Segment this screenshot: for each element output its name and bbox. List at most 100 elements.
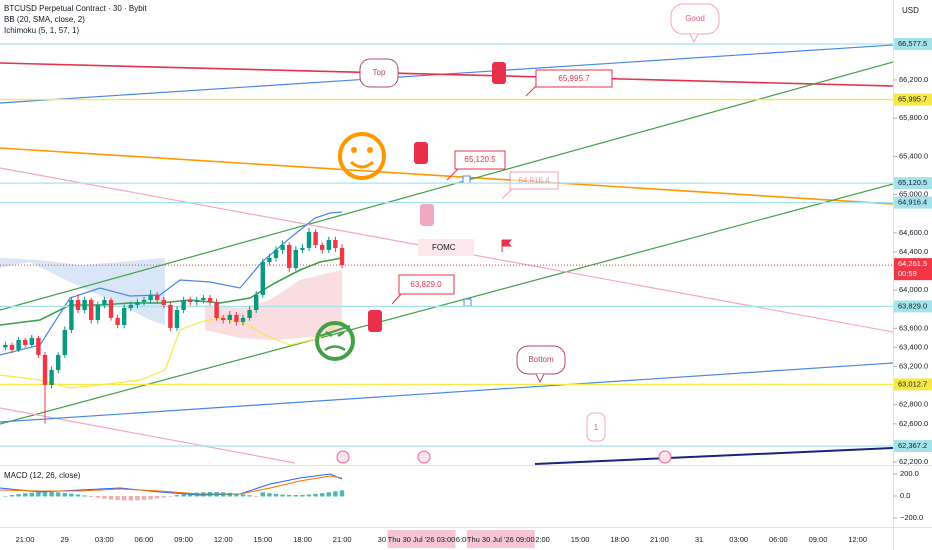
- signal-line: [0, 475, 343, 495]
- macd-histogram: [102, 496, 107, 499]
- candle-body: [108, 299, 114, 318]
- price-tick-label: 66,200.0: [899, 75, 928, 84]
- candle-body: [148, 294, 153, 300]
- macd-histogram: [95, 496, 100, 498]
- macd-histogram: [254, 496, 259, 497]
- price-tick-label: 64,000.0: [899, 285, 928, 294]
- candle-body: [181, 299, 186, 310]
- time-label: 21:00: [333, 535, 352, 544]
- bubble-marker: 1: [586, 412, 606, 442]
- candle-body: [9, 344, 15, 350]
- candle-body: [313, 231, 318, 245]
- price-tag: [894, 378, 932, 391]
- price-tick-label: 62,600.0: [899, 419, 928, 428]
- time-label: 03:00: [95, 535, 114, 544]
- macd-histogram: [16, 494, 21, 497]
- macd-histogram: [273, 493, 279, 497]
- candle-body: [75, 299, 81, 310]
- macd-histogram: [326, 492, 331, 497]
- candle-body: [339, 247, 345, 266]
- macd-histogram: [161, 496, 166, 498]
- macd-histogram: [240, 494, 246, 497]
- candle-body: [320, 244, 325, 250]
- annotation: 65,120.5: [464, 155, 496, 164]
- macd-histogram: [128, 496, 133, 501]
- price-tick-label: 63,600.0: [899, 323, 928, 332]
- candle-body: [128, 304, 133, 308]
- macd-histogram: [260, 492, 265, 497]
- drawings: [0, 44, 894, 465]
- candle-body: [155, 294, 160, 300]
- smiley-happy: [338, 132, 386, 180]
- time-label: 15:00: [571, 535, 590, 544]
- annotation: 1: [594, 423, 599, 432]
- ichimoku-line: [0, 317, 343, 389]
- macd-histogram: [9, 495, 15, 497]
- price-tick-label: 62,800.0: [899, 400, 928, 409]
- macd-histogram: [333, 491, 338, 497]
- callout-low: 63,829.0: [391, 274, 455, 305]
- macd-tick-label: 0.0: [900, 491, 910, 500]
- price-tick-label: 65,800.0: [899, 113, 928, 122]
- macd-tick-label: 200.0: [900, 469, 919, 478]
- macd-tick-label: −200.0: [900, 513, 923, 522]
- time-label: 06:00: [452, 535, 471, 544]
- candle-body: [221, 317, 226, 321]
- annotation: 65,995.7: [558, 74, 590, 83]
- bubble-good: Good: [670, 3, 720, 44]
- macd-histogram: [69, 493, 74, 497]
- time-label: 30: [378, 535, 386, 544]
- price-tag-label: 62,367.2: [898, 441, 927, 450]
- time-label: 18:00: [293, 535, 312, 544]
- trend-line: [0, 62, 894, 87]
- candle-body: [115, 317, 120, 325]
- trend-line: [0, 362, 894, 423]
- price-tag-label: 65,995.7: [898, 95, 927, 104]
- trend-line: [0, 147, 894, 205]
- hand-icon: [368, 310, 382, 332]
- time-label: 21:00: [16, 535, 35, 544]
- price-tag: [894, 177, 932, 190]
- macd-histogram: [267, 493, 272, 497]
- countdown: 00:59: [898, 269, 917, 278]
- time-label: 18:00: [610, 535, 629, 544]
- macd-histogram: [339, 490, 345, 497]
- time-label: 06:00: [135, 535, 154, 544]
- candle-body: [168, 304, 173, 328]
- macd-histogram: [181, 494, 186, 497]
- annotation: Good: [685, 14, 705, 23]
- macd-histogram: [115, 496, 120, 501]
- bollinger-upper: [0, 211, 343, 356]
- hand-icon: [420, 204, 434, 226]
- macd-histogram: [300, 494, 305, 497]
- anchor-handle: [463, 298, 472, 307]
- currency-label: USD: [902, 6, 919, 15]
- bubble-top: Top: [359, 58, 399, 88]
- macd-histogram: [207, 492, 213, 497]
- event-icon: [336, 450, 350, 464]
- macd-histogram: [227, 492, 232, 497]
- candle-body: [201, 297, 206, 300]
- bubble-bottom: Bottom: [516, 345, 566, 384]
- candle-body: [89, 299, 94, 321]
- price-tick-label: 64,400.0: [899, 247, 928, 256]
- candle-body: [188, 299, 193, 302]
- time-label: 15:00: [254, 535, 273, 544]
- candle-body: [135, 301, 140, 305]
- time-label: 31: [695, 535, 703, 544]
- channel-line: [0, 61, 894, 311]
- price-tick-label: 62,200.0: [899, 457, 928, 466]
- macd-histogram: [108, 496, 114, 500]
- macd-title: MACD (12, 26, close): [4, 471, 81, 480]
- macd-histogram: [306, 494, 312, 497]
- candle-body: [141, 299, 147, 302]
- macd-histogram: [56, 492, 61, 497]
- candle-body: [280, 244, 285, 250]
- candle-body: [234, 314, 239, 322]
- ichimoku-cloud: [205, 270, 342, 340]
- time-highlight-label: Thu 30 Jul '26 09:00: [467, 535, 535, 544]
- time-label: 12:00: [214, 535, 233, 544]
- macd-histogram: [247, 495, 252, 497]
- time-label: 21:00: [650, 535, 669, 544]
- fomc-box: FOMC: [418, 239, 474, 256]
